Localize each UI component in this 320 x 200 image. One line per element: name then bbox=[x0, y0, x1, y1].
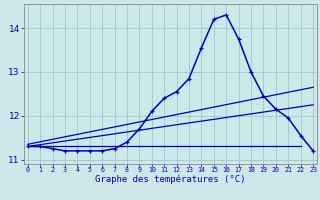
X-axis label: Graphe des températures (°C): Graphe des températures (°C) bbox=[95, 175, 246, 184]
